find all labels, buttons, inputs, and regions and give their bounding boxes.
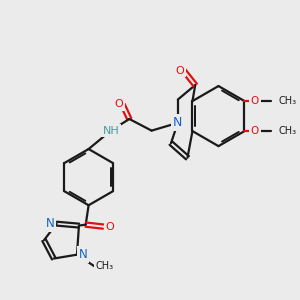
- Text: CH₃: CH₃: [278, 96, 296, 106]
- Text: N: N: [173, 116, 182, 129]
- Text: O: O: [175, 65, 184, 76]
- Text: NH: NH: [103, 126, 119, 136]
- Text: CH₃: CH₃: [278, 126, 296, 136]
- Text: N: N: [46, 217, 55, 230]
- Text: O: O: [114, 99, 123, 110]
- Text: O: O: [251, 96, 259, 106]
- Text: O: O: [106, 222, 114, 232]
- Text: N: N: [79, 248, 88, 261]
- Text: CH₃: CH₃: [95, 261, 113, 271]
- Text: O: O: [251, 126, 259, 136]
